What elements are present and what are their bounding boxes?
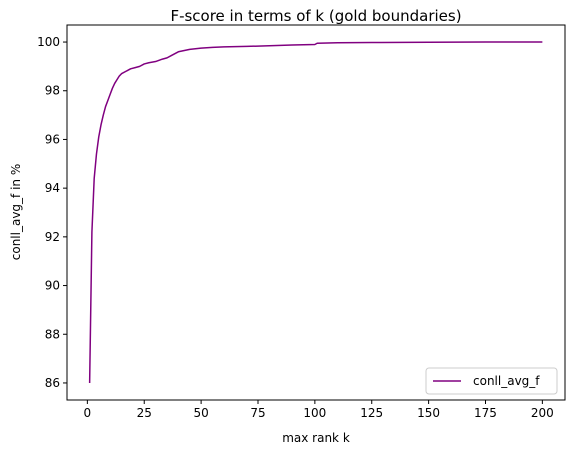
y-tick-label: 88 bbox=[45, 327, 60, 341]
series-layer bbox=[88, 41, 543, 383]
plot-area bbox=[66, 24, 566, 401]
legend-box bbox=[425, 367, 558, 395]
legend: conll_avg_f bbox=[425, 367, 558, 395]
y-tick-label: 96 bbox=[45, 132, 60, 146]
x-tick-label: 175 bbox=[474, 406, 497, 420]
x-tick-label: 50 bbox=[193, 406, 208, 420]
x-axis-label: max rank k bbox=[282, 431, 350, 445]
x-tick-label: 25 bbox=[137, 406, 152, 420]
y-tick-label: 100 bbox=[37, 35, 60, 49]
y-tick-label: 94 bbox=[45, 181, 60, 195]
x-tick-label: 200 bbox=[531, 406, 554, 420]
y-axis-label: conll_avg_f in % bbox=[9, 164, 23, 260]
chart-title: F-score in terms of k (gold boundaries) bbox=[170, 7, 461, 25]
legend-label-conll-avg-f: conll_avg_f bbox=[473, 374, 540, 388]
x-tick-label: 100 bbox=[303, 406, 326, 420]
x-tick-label: 75 bbox=[250, 406, 265, 420]
y-tick-label: 90 bbox=[45, 279, 60, 293]
y-tick-label: 98 bbox=[45, 84, 60, 98]
x-tick-label: 0 bbox=[84, 406, 92, 420]
x-axis-ticks: 0 25 50 75 100 125 150 175 200 bbox=[84, 400, 554, 420]
axes-frame bbox=[66, 24, 566, 401]
x-tick-label: 150 bbox=[417, 406, 440, 420]
x-tick-label: 125 bbox=[360, 406, 383, 420]
y-tick-label: 86 bbox=[45, 376, 60, 390]
y-tick-label: 92 bbox=[45, 230, 60, 244]
y-axis-ticks: 86 88 90 92 94 96 98 100 bbox=[37, 35, 67, 390]
series-line-conll-avg-f bbox=[88, 41, 543, 383]
